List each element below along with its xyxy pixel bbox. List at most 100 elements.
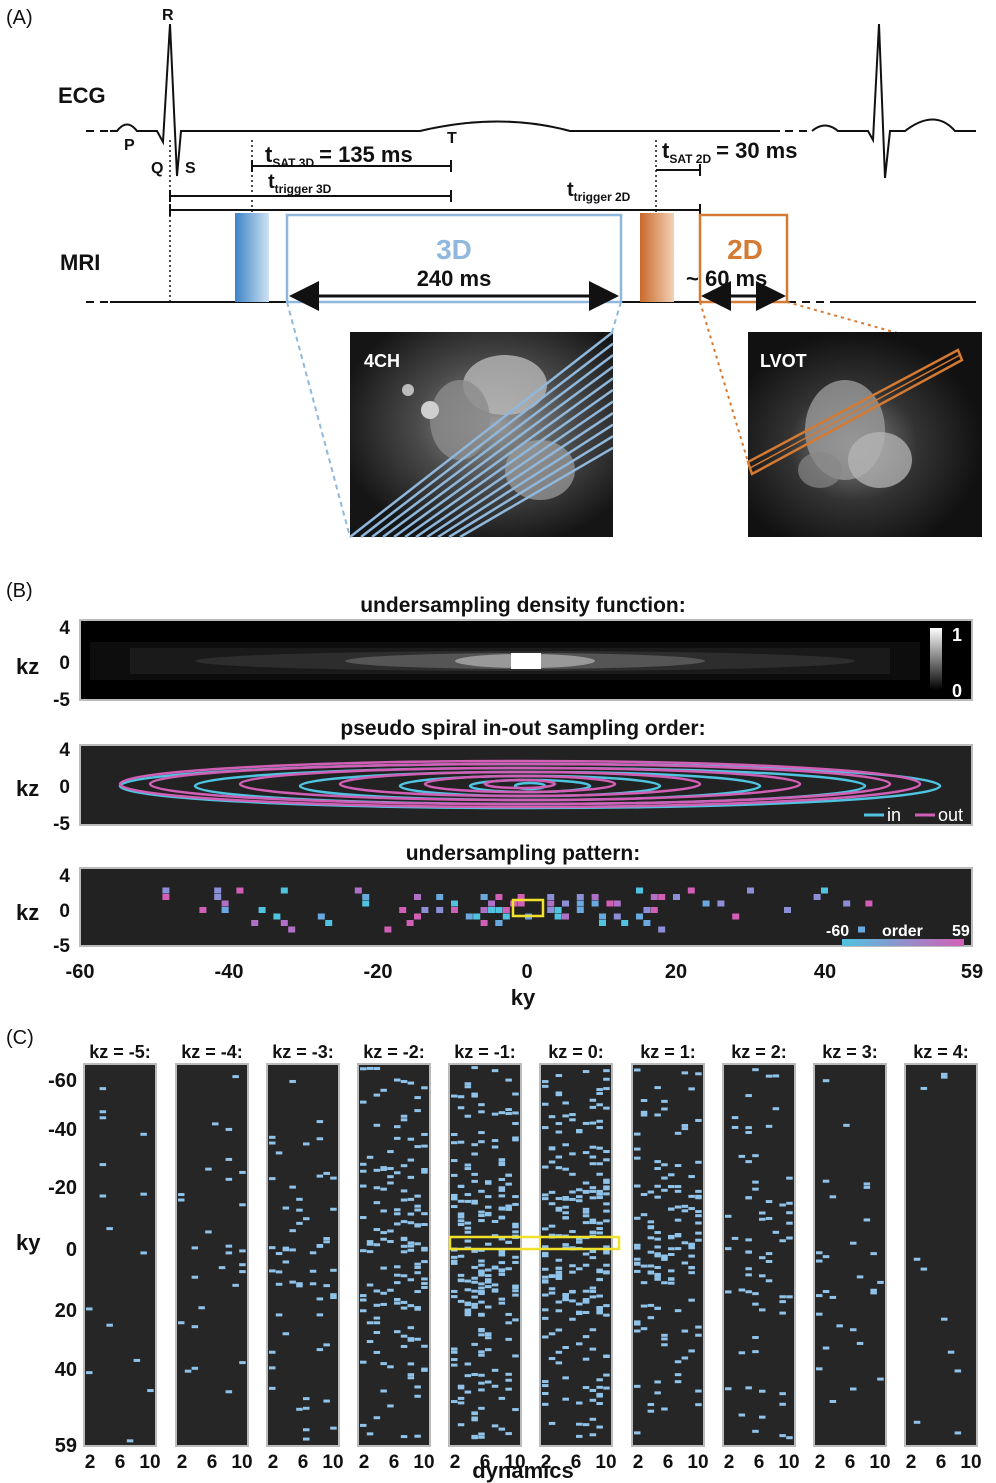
kz-sample [745,1238,752,1242]
kz-sample [471,1249,478,1253]
kz-sample [505,1182,512,1186]
kz-sample [191,1246,199,1250]
kz-sample [269,1177,276,1181]
kz-sample [576,1434,583,1438]
pattern-xlabel: ky [511,985,536,1010]
kz-sample [360,1249,367,1253]
kz-sample [400,1300,408,1304]
pattern-sample [502,907,510,913]
kz-sample [289,1185,296,1189]
kz-sample [478,1210,485,1214]
kz-sample [555,1270,563,1274]
kz-sample [589,1231,597,1235]
pattern-sample [214,887,222,894]
kz-sample [647,1409,655,1413]
kz-sample [373,1168,381,1172]
kz-sample [106,1227,113,1231]
panel-c-xlabel: dynamics [472,1458,574,1483]
kz-sample [387,1404,394,1408]
kz-sample [491,1219,499,1223]
kz-sample [498,1163,506,1167]
pattern-ytick-top: 4 [59,866,70,887]
kz-sample [478,1353,485,1357]
kz-sample [668,1269,675,1273]
kz-panel: kz = 3: 2 6 10 [813,1042,891,1473]
kz-sample [829,1195,837,1199]
kz-sample [505,1204,512,1208]
kz-sample [954,1431,962,1435]
kz-sample [282,1332,290,1336]
kz-sample [695,1072,702,1076]
kz-sample [779,1402,786,1406]
pattern-sample [547,894,555,900]
kz-sample [491,1288,499,1292]
kz-sample [394,1273,401,1277]
kz-sample [674,1189,682,1193]
kz-sample [569,1118,576,1122]
kz-sample [634,1068,641,1072]
kz-sample [478,1103,485,1107]
kz-sample [576,1199,583,1203]
kz-sample [640,1113,648,1117]
kz-sample [634,1384,641,1388]
kz-sample [457,1095,465,1099]
panel-c-xtick: 2 [724,1452,735,1473]
pattern-sample [591,900,599,907]
kz-sample [603,1185,610,1189]
kz-sample [647,1403,655,1407]
kz-sample [407,1197,415,1201]
pattern-sample [473,913,481,920]
kz-sample [512,1354,519,1358]
q-wave-label: Q [151,160,163,177]
kz-sample [596,1425,603,1429]
kz-sample [589,1121,597,1125]
kz-sample [457,1273,465,1277]
kz-sample [582,1300,590,1304]
kz-sample [661,1281,668,1285]
pattern-sample [821,887,828,894]
kz-sample [239,1249,246,1253]
kz-sample [661,1163,668,1167]
spiral-curves [118,759,942,810]
pattern-sample [480,894,488,900]
kz-sample [752,1350,759,1354]
kz-sample [634,1132,641,1136]
kz-sample [765,1216,773,1220]
kz-sample [485,1211,492,1215]
kz-sample [548,1332,556,1336]
kz-sample [86,1371,93,1375]
spiral-plot-area [79,744,973,826]
kz-sample [555,1300,563,1304]
kz-sample [394,1078,401,1082]
kz-sample [863,1218,871,1222]
kz-sample [738,1154,746,1158]
kz-sample [562,1216,569,1220]
pattern-sample [687,887,695,894]
kz-sample [296,1221,303,1225]
kz-sample [555,1155,563,1159]
kz-sample [387,1229,394,1233]
kz-sample [457,1279,465,1283]
kz-sample [562,1397,569,1401]
panel-c-ytick: 0 [66,1239,77,1261]
kz-sample [239,1361,246,1365]
kz-sample [779,1300,786,1304]
density-ytick-mid: 0 [59,653,70,674]
kz-panel-title: kz = -1: [454,1042,516,1062]
kz-sample [366,1240,374,1244]
kz-sample [478,1388,485,1392]
spiral-out-ring [238,766,802,802]
kz-sample [498,1158,506,1162]
kz-sample [555,1273,563,1277]
kz-sample [505,1207,512,1211]
kz-sample [491,1145,499,1149]
kz-sample [505,1240,512,1244]
kz-sample [569,1230,576,1234]
slice-2d-outline [746,348,964,476]
spiral-title: pseudo spiral in-out sampling order: [340,717,705,740]
kz-sample [603,1158,610,1162]
kz-sample [596,1231,603,1235]
kz-sample [478,1273,485,1277]
kz-sample [589,1162,597,1166]
panel-c-xtick: 2 [177,1452,188,1473]
